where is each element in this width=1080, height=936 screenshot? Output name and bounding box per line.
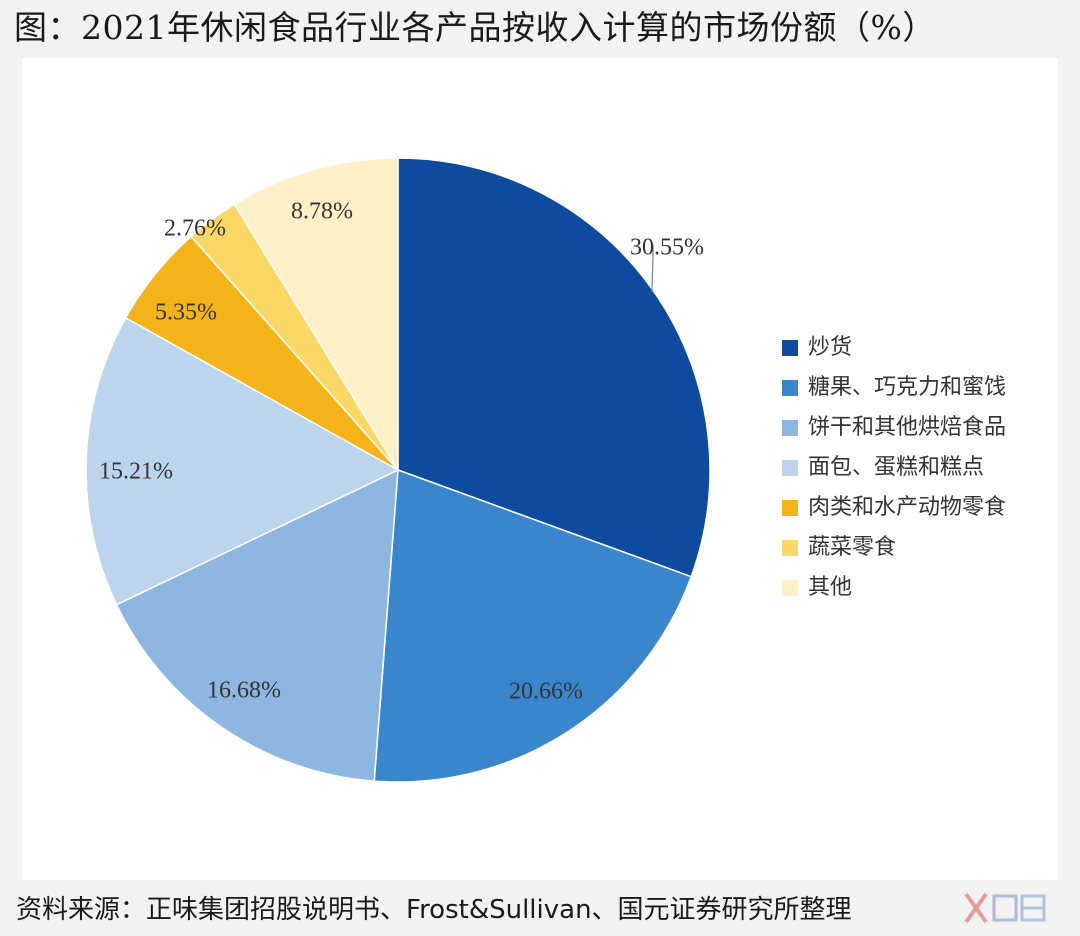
legend-label-7: 其他 xyxy=(808,575,852,600)
data-label-2: 20.66% xyxy=(509,679,583,705)
pie-slice-2 xyxy=(373,468,693,783)
legend-label-2: 糖果、巧克力和蜜饯 xyxy=(808,375,1006,400)
pie-chart: 30.55% 20.66% 16.68% 15.21% 5.35% 2.76% 8.78% 炒… xyxy=(85,157,1006,783)
legend-swatch-3 xyxy=(782,420,798,436)
chart-title: 图：2021年休闲食品行业各产品按收入计算的市场份额（%） xyxy=(14,8,936,47)
source-note: 资料来源：正味集团招股说明书、Frost&Sullivan、国元证券研究所整理 xyxy=(16,895,852,925)
legend-label-6: 蔬菜零食 xyxy=(808,535,896,560)
data-label-4: 15.21% xyxy=(99,459,173,485)
data-label-7: 8.78% xyxy=(291,199,353,225)
data-label-6: 2.76% xyxy=(164,216,226,242)
pie-slice-7 xyxy=(233,157,399,473)
legend-label-3: 饼干和其他烘焙食品 xyxy=(808,415,1006,440)
legend-swatch-4 xyxy=(782,460,798,476)
pie-slice-4 xyxy=(85,316,400,606)
legend-label-5: 肉类和水产动物零食 xyxy=(808,495,1006,520)
legend-label-1: 炒货 xyxy=(808,335,852,360)
data-label-5: 5.35% xyxy=(155,300,217,326)
pie-slice-3 xyxy=(115,468,399,782)
leader-line xyxy=(651,245,654,293)
chart-panel: 30.55% 20.66% 16.68% 15.21% 5.35% 2.76% 8.78% 炒… xyxy=(22,58,1058,880)
pie-slice-1 xyxy=(397,157,711,578)
legend-label-4: 面包、蛋糕和糕点 xyxy=(808,455,984,480)
data-label-3: 16.68% xyxy=(207,678,281,704)
legend-swatch-6 xyxy=(782,540,798,556)
legend-swatch-5 xyxy=(782,500,798,516)
data-label-1: 30.55% xyxy=(630,235,704,261)
watermark-logo xyxy=(964,892,1046,924)
legend-swatch-1 xyxy=(782,340,798,356)
legend-swatch-2 xyxy=(782,380,798,396)
legend-swatch-7 xyxy=(782,580,798,596)
